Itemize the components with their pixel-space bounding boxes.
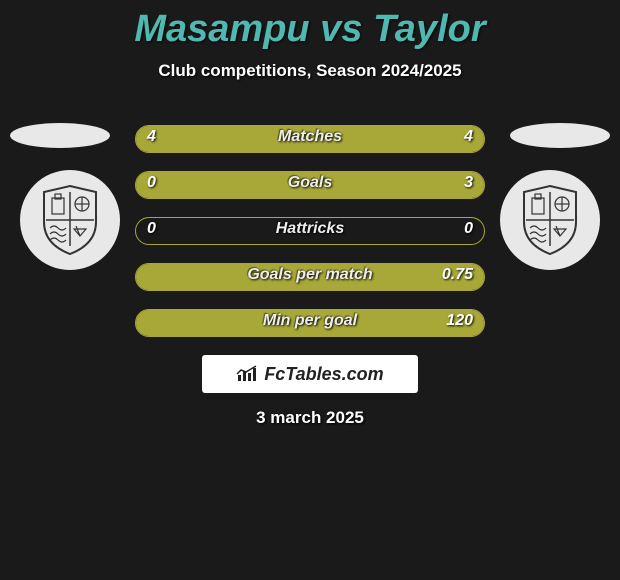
stat-value-right: 4 (464, 128, 473, 146)
stat-value-right: 0 (464, 220, 473, 238)
bar-chart-icon (236, 365, 258, 383)
player-left-ellipse (10, 123, 110, 148)
comparison-chart: Matches44Goals03Hattricks00Goals per mat… (135, 125, 485, 355)
stat-row: Min per goal120 (135, 309, 485, 337)
shield-icon (40, 184, 100, 256)
stat-value-right: 0.75 (442, 266, 473, 284)
stat-row: Goals per match0.75 (135, 263, 485, 291)
club-crest-left (20, 170, 120, 270)
stat-value-left: 4 (147, 128, 156, 146)
stat-value-left: 0 (147, 174, 156, 192)
date-label: 3 march 2025 (0, 408, 620, 428)
branding-logo: FcTables.com (202, 355, 418, 393)
stat-row: Matches4 4 (135, 125, 485, 153)
player-right-ellipse (510, 123, 610, 148)
shield-icon (520, 184, 580, 256)
stat-value-right: 3 (464, 174, 473, 192)
stat-row: Goals0 3 (135, 171, 485, 199)
page-title: Masampu vs Taylor (0, 0, 620, 51)
stat-value-left: 0 (147, 220, 156, 238)
club-crest-right (500, 170, 600, 270)
stat-label: Goals per match (135, 266, 485, 284)
stat-label: Matches (135, 128, 485, 146)
branding-text: FcTables.com (264, 364, 383, 385)
stat-row: Hattricks0 0 (135, 217, 485, 245)
stat-value-right: 120 (446, 312, 473, 330)
stat-label: Goals (135, 174, 485, 192)
stat-label: Min per goal (135, 312, 485, 330)
stat-label: Hattricks (135, 220, 485, 238)
page-subtitle: Club competitions, Season 2024/2025 (0, 61, 620, 81)
